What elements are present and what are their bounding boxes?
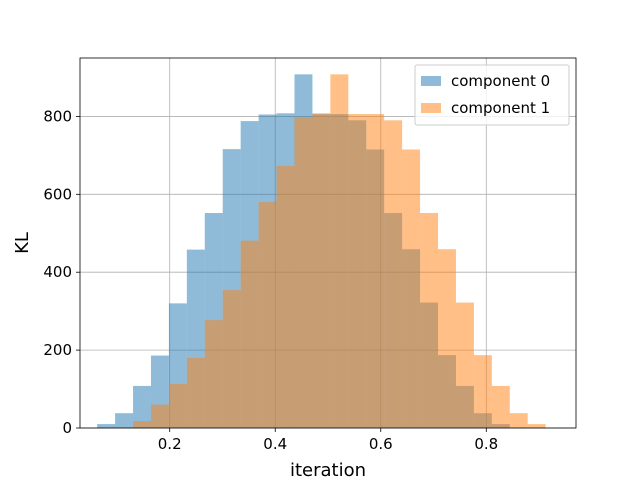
y-tick-label: 600 — [43, 185, 72, 203]
bar-component-1 — [402, 149, 421, 429]
bar-component-1 — [168, 383, 187, 428]
bar-component-1 — [509, 413, 528, 428]
bar-component-1 — [150, 404, 169, 428]
x-tick-label: 0.8 — [474, 435, 498, 453]
x-tick-label: 0.2 — [158, 435, 182, 453]
y-tick-label: 800 — [43, 107, 72, 125]
y-tick-label: 200 — [43, 341, 72, 359]
bar-component-1 — [438, 249, 456, 428]
plot-area-frame — [79, 57, 577, 429]
bar-component-1 — [527, 424, 546, 428]
bar-component-1 — [294, 117, 313, 428]
bar-component-1 — [384, 120, 403, 428]
bar-component-0 — [133, 385, 151, 428]
axis-ticks: 0.2 0.4 0.6 0.8 0 200 400 600 800 — [43, 107, 498, 453]
bar-component-1 — [204, 320, 223, 428]
x-tick-label: 0.4 — [263, 435, 287, 453]
bar-component-1 — [276, 165, 295, 428]
legend-label-component-0: component 0 — [451, 72, 550, 90]
y-tick-label: 400 — [43, 263, 72, 281]
x-tick-label: 0.6 — [369, 435, 393, 453]
bar-component-0 — [115, 413, 134, 428]
bar-component-1 — [133, 420, 151, 428]
legend-label-component-1: component 1 — [451, 99, 550, 117]
legend-box — [414, 64, 570, 126]
bar-component-1 — [473, 355, 492, 428]
bar-component-1 — [330, 74, 349, 428]
y-tick-label: 0 — [62, 419, 72, 437]
legend-swatch-component-1 — [421, 103, 441, 113]
x-axis-label: iteration — [290, 460, 366, 480]
bar-component-1 — [491, 385, 510, 428]
bar-component-0 — [97, 424, 116, 428]
histogram-bars — [97, 74, 546, 429]
bar-component-1 — [222, 290, 241, 428]
legend: component 0 component 1 — [414, 64, 570, 126]
legend-swatch-component-0 — [421, 76, 441, 86]
bar-component-1 — [186, 357, 205, 428]
bar-component-1 — [258, 202, 277, 428]
bar-component-1 — [455, 302, 474, 428]
bar-component-1 — [312, 113, 331, 428]
y-axis-label: KL — [12, 232, 33, 254]
bar-component-1 — [348, 114, 367, 428]
bar-component-1 — [240, 240, 259, 428]
bar-component-1 — [366, 114, 385, 428]
bar-component-1 — [420, 213, 439, 428]
